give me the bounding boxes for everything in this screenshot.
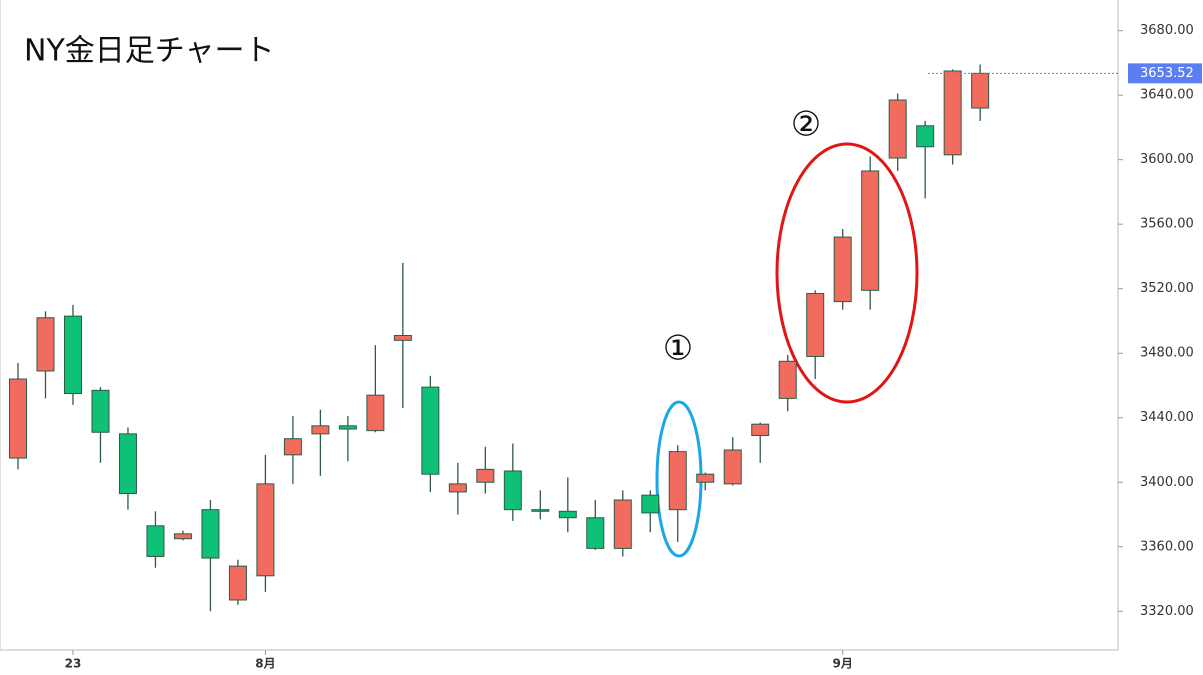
candle-body — [806, 293, 825, 357]
candle-body — [833, 236, 852, 303]
y-tick-label: 3400.00 — [1140, 475, 1194, 490]
candle-body — [256, 483, 275, 577]
candle-body — [393, 334, 412, 341]
candle-body — [751, 423, 770, 436]
x-tick-label: 8月 — [255, 657, 275, 671]
candle-body — [366, 394, 385, 432]
x-tick-label: 23 — [65, 657, 82, 671]
last-price-box — [1128, 63, 1202, 84]
candle-body — [173, 533, 192, 540]
candle-body — [503, 470, 522, 511]
candle-body — [943, 70, 962, 156]
candle-body — [641, 494, 660, 514]
candle-body — [448, 483, 467, 493]
candle-body — [586, 517, 605, 549]
y-tick-label: 3360.00 — [1140, 539, 1194, 554]
candle-body — [91, 389, 110, 433]
y-tick-label: 3440.00 — [1140, 410, 1194, 425]
candle-body — [613, 499, 632, 549]
candle-body — [668, 451, 687, 511]
highlight-ellipse — [775, 142, 919, 404]
y-tick-label: 3480.00 — [1140, 346, 1194, 361]
candle-body — [723, 449, 742, 485]
candle-body — [861, 170, 880, 291]
candle-body — [531, 509, 550, 512]
candle-body — [228, 565, 247, 601]
candle-body — [421, 386, 440, 475]
y-tick-label: 3600.00 — [1140, 152, 1194, 167]
candle-body — [9, 378, 27, 459]
y-tick-label: 3680.00 — [1140, 23, 1194, 38]
candle-body — [971, 72, 990, 109]
candle-body — [338, 425, 357, 430]
candle-body — [696, 473, 715, 483]
candle-body — [146, 525, 165, 557]
y-tick-label: 3560.00 — [1140, 217, 1194, 232]
y-tick-label: 3640.00 — [1140, 88, 1194, 103]
title-box — [10, 22, 328, 80]
candle-body — [778, 360, 797, 399]
x-tick-label: 9月 — [833, 657, 853, 671]
annotation: ② — [791, 105, 821, 145]
candle-body — [36, 317, 55, 372]
y-tick-label: 3520.00 — [1140, 281, 1194, 296]
candle-body — [916, 125, 935, 148]
annotation: ① — [663, 329, 693, 369]
y-tick-label: 3320.00 — [1140, 604, 1194, 619]
last-price-label: 3653.52 — [1140, 66, 1194, 81]
candle-body — [311, 425, 330, 435]
candle-body — [63, 315, 82, 395]
candle-body — [201, 509, 220, 559]
candle-body — [476, 468, 495, 483]
candle-body — [888, 99, 907, 159]
chart-title: NY金日足チャート — [24, 34, 274, 69]
candle-body — [118, 433, 137, 495]
candle-body — [283, 438, 302, 456]
candle-body — [558, 510, 577, 519]
